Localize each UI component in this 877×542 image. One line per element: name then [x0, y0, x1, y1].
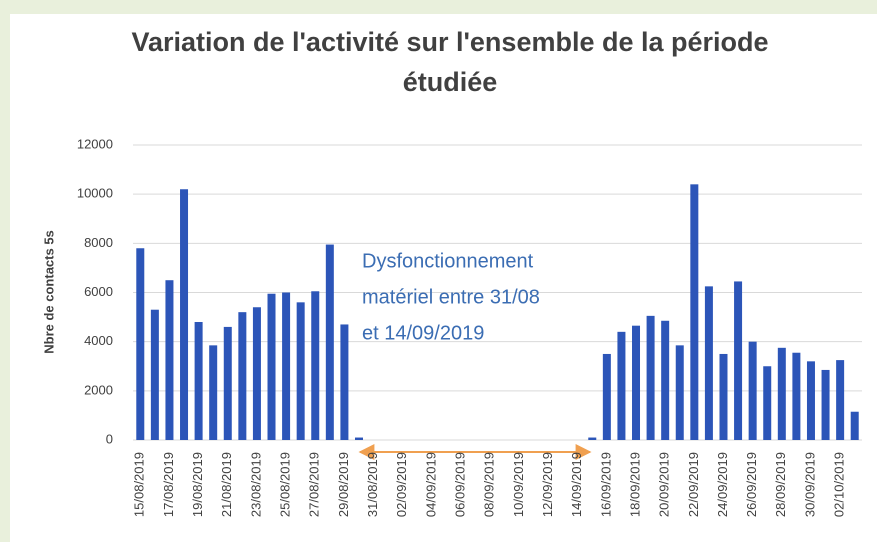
bar	[646, 315, 655, 440]
x-tick-label: 27/08/2019	[307, 452, 322, 517]
bar	[325, 244, 334, 440]
bar	[209, 345, 218, 440]
annotation: matériel entre 31/08	[362, 286, 540, 308]
y-tick-label: 6000	[84, 284, 113, 299]
bar	[748, 341, 757, 440]
bar	[734, 281, 743, 440]
bar	[850, 411, 859, 440]
bar	[354, 437, 363, 440]
x-tick-label: 22/09/2019	[686, 452, 701, 517]
bar	[223, 326, 232, 440]
x-tick-label: 08/09/2019	[482, 452, 497, 517]
bar	[836, 360, 845, 440]
x-tick-label: 12/09/2019	[540, 452, 555, 517]
bar	[194, 322, 203, 440]
x-tick-label: 29/08/2019	[336, 452, 351, 517]
bar	[296, 302, 305, 440]
bar	[675, 345, 684, 440]
x-tick-label: 02/09/2019	[394, 452, 409, 517]
bar	[704, 286, 713, 440]
bar	[661, 320, 670, 440]
y-tick-label: 2000	[84, 382, 113, 397]
x-tick-label: 25/08/2019	[278, 452, 293, 517]
annotation: Dysfonctionnement	[362, 250, 534, 272]
x-tick-label: 15/08/2019	[132, 452, 147, 517]
bar	[632, 325, 641, 440]
x-tick-label: 21/08/2019	[219, 452, 234, 517]
bar	[690, 184, 699, 440]
x-tick-label: 02/10/2019	[832, 452, 847, 517]
bar	[252, 307, 261, 440]
bar	[806, 361, 815, 440]
x-tick-label: 24/09/2019	[715, 452, 730, 517]
bar	[238, 312, 247, 440]
x-tick-label: 04/09/2019	[423, 452, 438, 517]
bar	[617, 331, 626, 440]
bar	[719, 353, 728, 440]
bar	[267, 293, 276, 440]
x-tick-label: 18/09/2019	[627, 452, 642, 517]
annotation: et 14/09/2019	[362, 322, 484, 344]
x-tick-label: 23/08/2019	[248, 452, 263, 517]
chart-title: Variation de l'activité sur l'ensemble d…	[131, 27, 769, 97]
y-tick-label: 12000	[77, 136, 113, 151]
bar	[340, 324, 349, 440]
y-tick-label: 4000	[84, 333, 113, 348]
bar	[180, 189, 189, 440]
y-tick-label: 0	[106, 431, 113, 446]
x-tick-label: 14/09/2019	[569, 452, 584, 517]
bar	[763, 366, 772, 440]
bar	[136, 248, 145, 440]
bar	[821, 369, 830, 440]
bar	[311, 291, 320, 440]
bar	[588, 437, 597, 440]
x-tick-label: 28/09/2019	[773, 452, 788, 517]
x-tick-label: 19/08/2019	[190, 452, 205, 517]
bar	[602, 353, 611, 440]
y-tick-label: 10000	[77, 186, 113, 201]
y-axis-label: Nbre de contacts 5s	[41, 230, 56, 354]
bar	[165, 280, 174, 440]
bar	[282, 292, 291, 440]
x-tick-label: 16/09/2019	[598, 452, 613, 517]
x-tick-label: 06/09/2019	[452, 452, 467, 517]
x-tick-label: 17/08/2019	[161, 452, 176, 517]
x-tick-label: 30/09/2019	[802, 452, 817, 517]
x-tick-label: 10/09/2019	[511, 452, 526, 517]
x-tick-label: 31/08/2019	[365, 452, 380, 517]
x-tick-label: 20/09/2019	[657, 452, 672, 517]
bar	[150, 309, 159, 440]
bar	[792, 352, 801, 440]
y-tick-label: 8000	[84, 235, 113, 250]
bar	[777, 347, 786, 440]
x-tick-label: 26/09/2019	[744, 452, 759, 517]
